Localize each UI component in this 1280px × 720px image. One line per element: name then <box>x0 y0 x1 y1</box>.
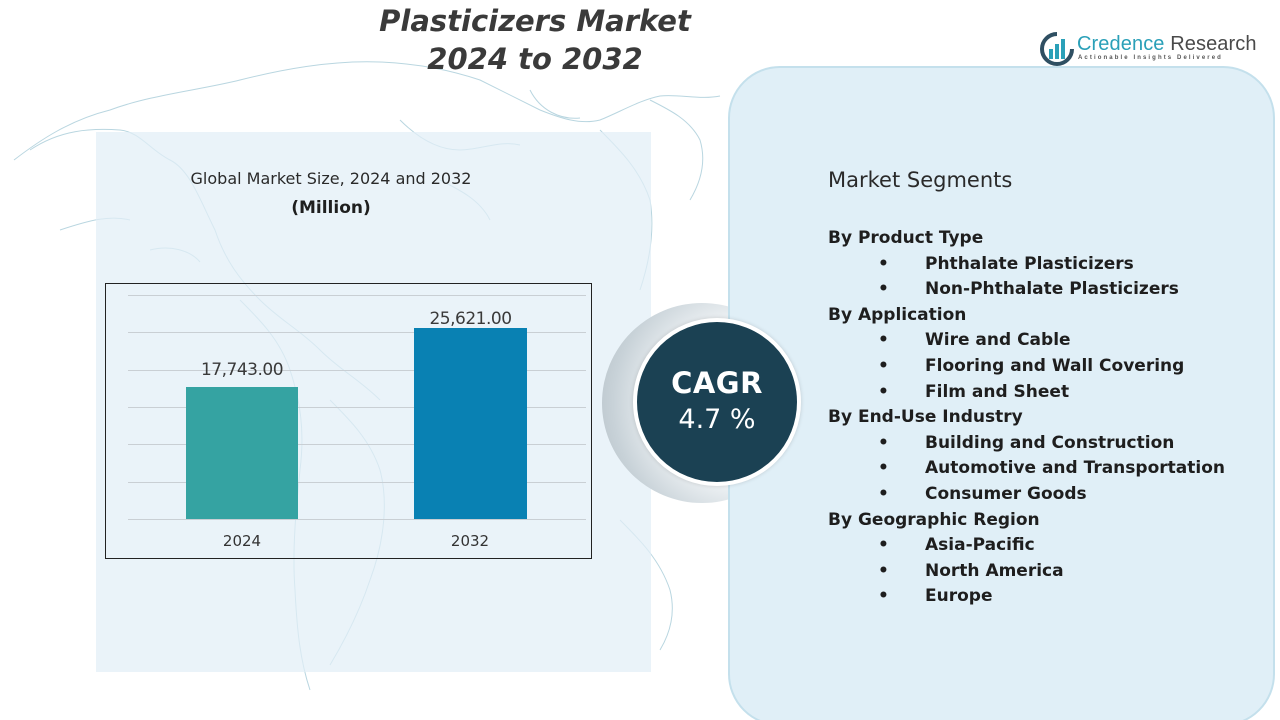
market-segments-panel <box>728 66 1275 720</box>
logo-name-credence: Credence <box>1077 33 1165 55</box>
segments-title: Market Segments <box>828 168 1013 192</box>
gridline <box>128 295 586 296</box>
bullet-icon: • <box>878 560 889 581</box>
cagr-badge: CAGR 4.7 % <box>633 318 801 486</box>
credence-research-logo: Credence Research Actionable Insights De… <box>1040 30 1260 70</box>
x-axis-label-2024: 2024 <box>222 532 262 550</box>
segment-item: • Phthalate Plasticizers <box>828 252 1225 278</box>
chart-title: Global Market Size, 2024 and 2032 <box>190 169 472 188</box>
bullet-icon: • <box>878 355 889 376</box>
segment-item: • Building and Construction <box>828 431 1225 457</box>
segment-heading-product-type: By Product Type <box>828 228 984 248</box>
bar-chart-circle-icon <box>1040 32 1074 66</box>
cagr-value: 4.7 % <box>678 404 756 435</box>
bullet-icon: • <box>878 330 889 351</box>
x-axis-label-2032: 2032 <box>450 532 490 550</box>
chart-unit: (Million) <box>291 198 371 218</box>
segment-heading-application: By Application <box>828 304 967 325</box>
segment-item: • Wire and Cable <box>828 328 1225 354</box>
bullet-icon: • <box>878 586 889 607</box>
bar-2024 <box>186 387 298 519</box>
bullet-icon: • <box>878 432 889 453</box>
title-line-1: Plasticizers Market <box>379 4 691 38</box>
bar-value-label-2024: 17,743.00 <box>200 360 284 380</box>
segment-heading-end-use-industry: By End-Use Industry <box>828 407 1023 428</box>
gridline-baseline <box>128 519 586 520</box>
segment-heading-geographic-region: By Geographic Region <box>828 509 1040 530</box>
segment-item: • Consumer Goods <box>828 482 1225 508</box>
segments-list: By Product Type • Phthalate Plasticizers … <box>828 226 1225 610</box>
segment-item: • Film and Sheet <box>828 380 1225 406</box>
segment-item: • Non-Phthalate Plasticizers <box>828 277 1225 303</box>
cagr-label: CAGR <box>671 366 763 400</box>
bar-chart: 17,743.00 2024 25,621.00 2032 <box>105 283 592 559</box>
gridline <box>128 332 586 333</box>
logo-name: Credence Research <box>1077 32 1257 56</box>
segment-item: • North America <box>828 559 1225 585</box>
logo-tagline: Actionable Insights Delivered <box>1078 55 1223 61</box>
bullet-icon: • <box>878 381 889 402</box>
gridline <box>128 482 586 483</box>
bullet-icon: • <box>878 483 889 504</box>
segment-item: • Flooring and Wall Covering <box>828 354 1225 380</box>
segment-item: • Europe <box>828 584 1225 610</box>
bar-2032 <box>414 328 527 519</box>
logo-name-research: Research <box>1170 33 1257 55</box>
segment-item: • Automotive and Transportation <box>828 456 1225 482</box>
bullet-icon: • <box>878 279 889 300</box>
bullet-icon: • <box>878 535 889 556</box>
bar-value-label-2032: 25,621.00 <box>429 309 512 329</box>
bullet-icon: • <box>878 253 889 274</box>
gridline <box>128 407 586 408</box>
title-line-2: 2024 to 2032 <box>427 42 643 76</box>
gridline <box>128 370 586 371</box>
bullet-icon: • <box>878 458 889 479</box>
segment-item: • Asia-Pacific <box>828 533 1225 559</box>
page-title: Plasticizers Market 2024 to 2032 <box>330 2 740 78</box>
gridline <box>128 444 586 445</box>
